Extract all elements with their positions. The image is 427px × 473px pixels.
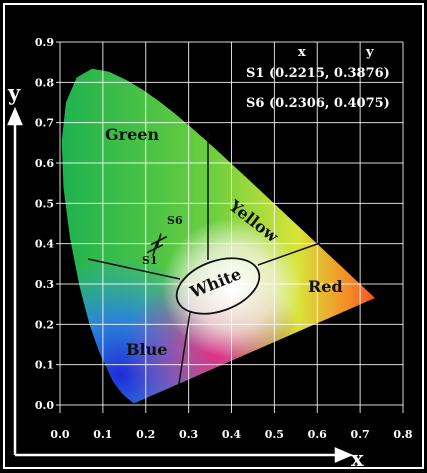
x-tick-label: 0.1 [93,428,112,441]
x-axis-label: x [351,446,364,471]
green-blue-boundary [87,258,181,280]
y-axis-label: y [7,80,21,105]
x-tick-label: 0.8 [393,428,412,441]
y-tick-label: 0.0 [35,399,54,412]
x-tick-labels: 0.0 0.1 0.2 0.3 0.4 0.5 0.6 0.7 0.8 [50,428,412,441]
y-tick-label: 0.2 [35,318,54,331]
white-region-ellipse [175,257,261,315]
region-label-green: Green [105,125,159,144]
legend: x y S1 (0.2215, 0.3876) S6 (0.2306, 0.40… [246,45,390,111]
y-tick-label: 0.9 [35,36,54,49]
y-tick-label: 0.5 [35,197,54,210]
yellow-red-boundary [257,242,321,266]
legend-header-y: y [365,45,374,60]
data-point-mark [152,241,158,256]
x-tick-label: 0.5 [265,428,284,441]
point-label-s1: S1 [142,254,158,267]
x-tick-label: 0.6 [308,428,327,441]
x-tick-label: 0.3 [179,428,198,441]
data-point-s6 [150,233,168,248]
point-label-s6: S6 [167,214,183,227]
axis-arrows [7,106,354,463]
y-tick-label: 0.6 [35,157,54,170]
blue-purple-boundary [177,311,191,391]
region-boundaries [87,132,321,391]
y-tick-labels: 0.0 0.1 0.2 0.3 0.4 0.5 0.6 0.7 0.8 0.9 [35,36,54,412]
y-tick-label: 0.8 [35,76,54,89]
y-tick-label: 0.7 [35,117,54,130]
y-tick-label: 0.4 [35,238,54,251]
grid-lines [56,41,404,413]
region-label-blue: Blue [126,340,167,359]
y-tick-label: 0.3 [35,278,54,291]
data-point-s1 [146,241,164,256]
x-tick-label: 0.2 [136,428,155,441]
y-axis-arrowhead [7,106,23,126]
region-label-red: Red [308,277,343,296]
x-tick-label: 0.0 [50,428,69,441]
y-tick-label: 0.1 [35,359,54,372]
data-point-mark [156,233,162,248]
x-tick-label: 0.7 [351,428,370,441]
legend-entry-s1: S1 (0.2215, 0.3876) [246,66,390,81]
x-axis-arrowhead [334,447,354,463]
x-tick-label: 0.4 [222,428,241,441]
data-points [146,233,168,256]
legend-entry-s6: S6 (0.2306, 0.4075) [246,96,390,111]
legend-header-x: x [298,45,306,60]
